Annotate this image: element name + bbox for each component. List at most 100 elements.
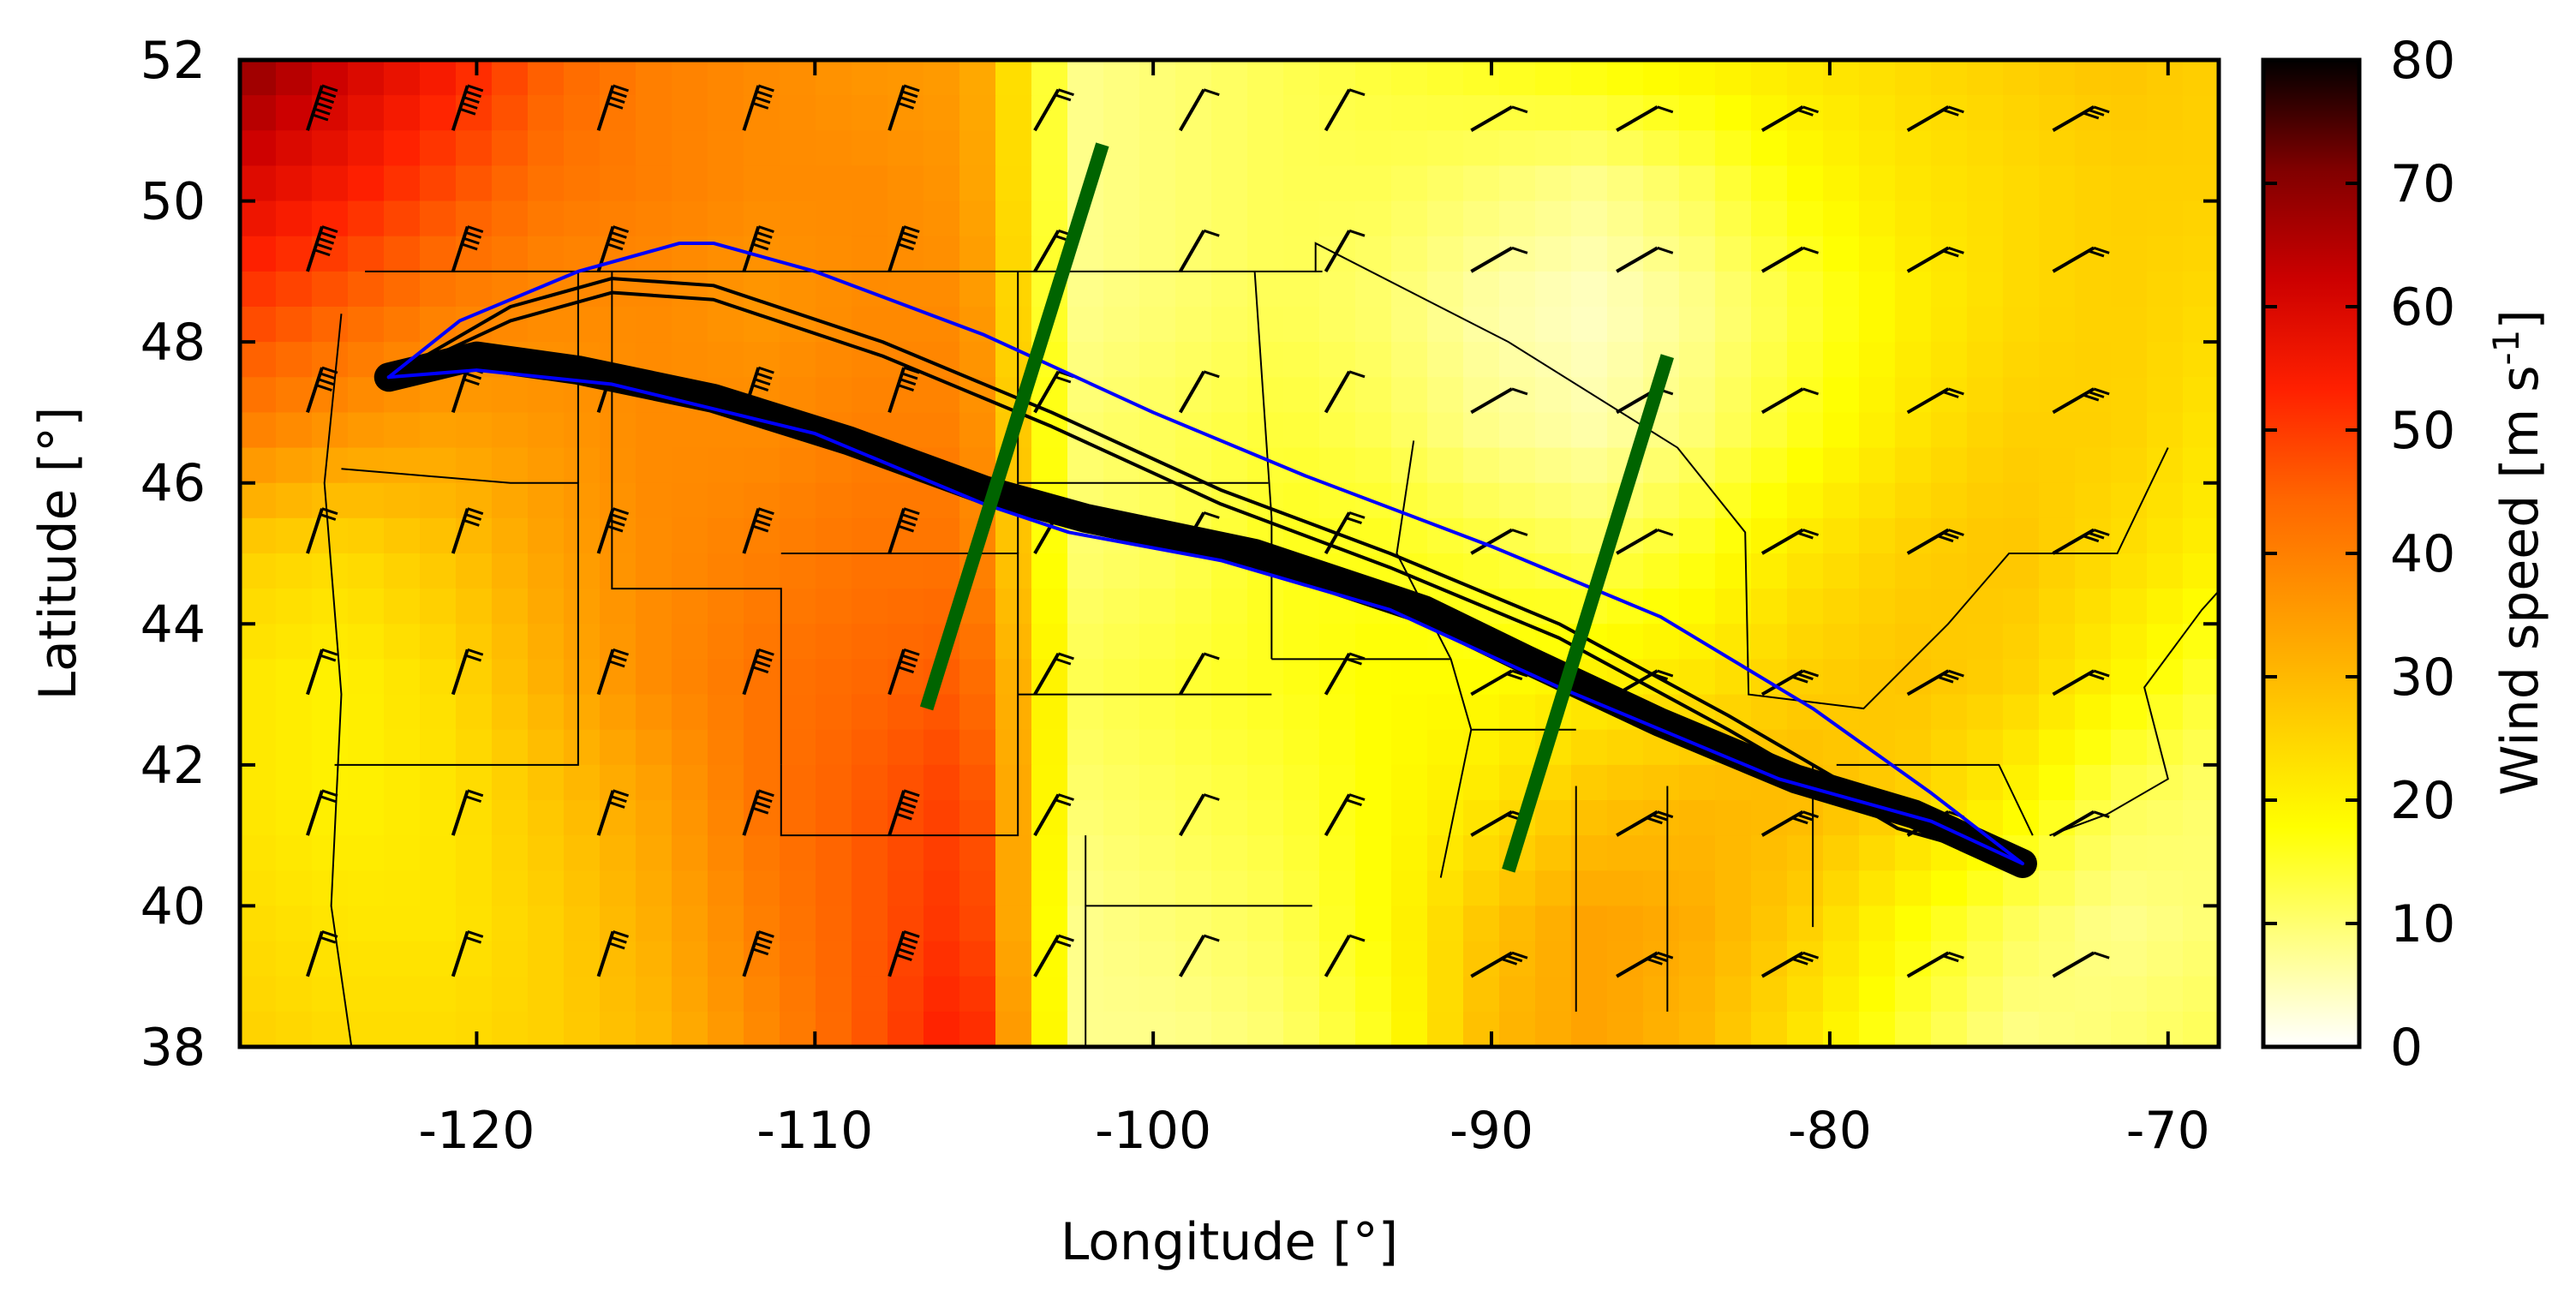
heatmap-cell bbox=[1859, 517, 1896, 554]
heatmap-cell bbox=[276, 307, 313, 343]
heatmap-cell bbox=[1247, 589, 1284, 625]
heatmap-cell bbox=[1787, 271, 1824, 308]
heatmap-cell bbox=[1859, 342, 1896, 379]
wind-barb bbox=[1470, 246, 1528, 273]
heatmap-cell bbox=[1823, 342, 1860, 379]
heatmap-cell bbox=[384, 835, 421, 872]
heatmap-cell bbox=[1931, 589, 1968, 625]
heatmap-cell bbox=[1283, 165, 1320, 202]
heatmap-cell bbox=[1427, 870, 1464, 907]
heatmap-cell bbox=[312, 447, 349, 484]
heatmap-cell bbox=[1859, 482, 1896, 519]
heatmap-cell bbox=[2111, 729, 2148, 766]
heatmap-cell bbox=[240, 1011, 277, 1047]
heatmap-cell bbox=[995, 130, 1032, 167]
heatmap-cell bbox=[348, 165, 385, 202]
heatmap-cell bbox=[528, 95, 565, 132]
heatmap-cell bbox=[492, 729, 529, 766]
heatmap-cell bbox=[1355, 1011, 1392, 1047]
heatmap-cell bbox=[2147, 905, 2184, 942]
heatmap-cell bbox=[2075, 764, 2112, 801]
heatmap-cell bbox=[312, 835, 349, 872]
heatmap-cell bbox=[1247, 976, 1284, 1013]
heatmap-cell bbox=[528, 130, 565, 167]
heatmap-cell bbox=[2183, 764, 2219, 801]
heatmap-cell bbox=[1679, 447, 1716, 484]
heatmap-cell bbox=[420, 870, 457, 907]
heatmap-cell bbox=[1679, 412, 1716, 449]
heatmap-cell bbox=[1031, 976, 1068, 1013]
heatmap-cell bbox=[1571, 412, 1608, 449]
heatmap-cell bbox=[420, 95, 457, 132]
heatmap-cell bbox=[1931, 342, 1968, 379]
heatmap-cell bbox=[1751, 624, 1788, 660]
heatmap-cell bbox=[1319, 870, 1356, 907]
heatmap-cell bbox=[959, 905, 996, 942]
heatmap-cell bbox=[744, 447, 780, 484]
heatmap-cell bbox=[456, 835, 493, 872]
heatmap-cell bbox=[1427, 130, 1464, 167]
heatmap-cell bbox=[276, 835, 313, 872]
heatmap-cell bbox=[600, 447, 637, 484]
heatmap-cell bbox=[2075, 694, 2112, 731]
heatmap-cell bbox=[744, 976, 780, 1013]
heatmap-cell bbox=[2039, 236, 2076, 272]
heatmap-cell bbox=[1859, 589, 1896, 625]
heatmap-cell bbox=[1463, 447, 1500, 484]
heatmap-cell bbox=[1751, 342, 1788, 379]
heatmap-cell bbox=[1391, 694, 1428, 731]
heatmap-cell bbox=[995, 976, 1032, 1013]
heatmap-cell bbox=[1751, 1011, 1788, 1047]
heatmap-cell bbox=[492, 800, 529, 836]
heatmap-cell bbox=[1247, 377, 1284, 414]
heatmap-cell bbox=[1031, 165, 1068, 202]
wind-barb bbox=[2052, 951, 2110, 978]
heatmap-cell bbox=[1283, 412, 1320, 449]
heatmap-cell bbox=[1823, 835, 1860, 872]
heatmap-cell bbox=[1211, 729, 1248, 766]
heatmap-cell bbox=[420, 624, 457, 660]
heatmap-cell bbox=[1895, 482, 1932, 519]
heatmap-cell bbox=[1031, 729, 1068, 766]
heatmap-cell bbox=[959, 271, 996, 308]
heatmap-cell bbox=[456, 412, 493, 449]
heatmap-cell bbox=[1211, 236, 1248, 272]
heatmap-cell bbox=[1427, 447, 1464, 484]
heatmap-cell bbox=[240, 729, 277, 766]
heatmap-cell bbox=[852, 236, 888, 272]
heatmap-cell bbox=[1211, 694, 1248, 731]
heatmap-cell bbox=[852, 941, 888, 977]
heatmap-cell bbox=[384, 1011, 421, 1047]
wind-barb bbox=[451, 789, 484, 836]
heatmap-cell bbox=[1175, 377, 1212, 414]
heatmap-cell bbox=[888, 976, 924, 1013]
heatmap-cell bbox=[1391, 60, 1428, 96]
heatmap-cell bbox=[1391, 1011, 1428, 1047]
heatmap-cell bbox=[1031, 553, 1068, 589]
heatmap-cell bbox=[1463, 553, 1500, 589]
heatmap-cell bbox=[384, 694, 421, 731]
heatmap-cell bbox=[1643, 271, 1680, 308]
heatmap-cell bbox=[636, 95, 672, 132]
heatmap-cell bbox=[744, 905, 780, 942]
wind-barb bbox=[1616, 246, 1674, 273]
heatmap-cell bbox=[1355, 307, 1392, 343]
heatmap-cell bbox=[2003, 447, 2040, 484]
heatmap-cell bbox=[420, 729, 457, 766]
heatmap-cell bbox=[1571, 95, 1608, 132]
heatmap-cell bbox=[1067, 307, 1104, 343]
heatmap-cell bbox=[923, 870, 960, 907]
heatmap-cell bbox=[1787, 412, 1824, 449]
heatmap-cell bbox=[528, 482, 565, 519]
heatmap-cell bbox=[1175, 694, 1212, 731]
wind-barb bbox=[2052, 669, 2110, 696]
heatmap-cell bbox=[492, 130, 529, 167]
heatmap-cell bbox=[1391, 941, 1428, 977]
heatmap-cell bbox=[1967, 447, 2004, 484]
heatmap-cell bbox=[1355, 976, 1392, 1013]
heatmap-cell bbox=[1607, 905, 1644, 942]
heatmap-cell bbox=[888, 130, 924, 167]
heatmap-cell bbox=[2075, 870, 2112, 907]
heatmap-cell bbox=[1751, 589, 1788, 625]
heatmap-cell bbox=[1715, 60, 1752, 96]
